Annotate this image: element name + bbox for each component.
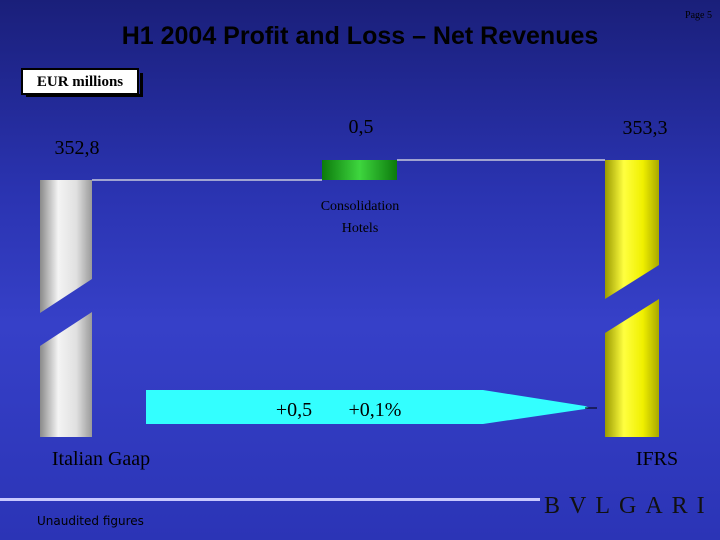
variation-percent-label: +0,1% [349,399,402,421]
bvlgari-logo: BVLGARI [544,493,714,519]
bar-italian-gaap-lower [40,312,92,437]
bar-ifrs-lower [605,299,659,437]
footer-note: Unaudited figures [37,514,144,528]
value-label-ifrs: 353,3 [623,117,668,139]
category-label-ifrs: IFRS [636,448,678,470]
footer-divider [0,498,540,501]
category-label-consolidation-line1: Consolidation [321,199,400,214]
slide-title: H1 2004 Profit and Loss – Net Revenues [121,22,599,50]
value-label-consolidation-hotels: 0,5 [349,116,374,138]
value-label-italian-gaap: 352,8 [55,137,100,159]
variation-absolute-label: +0,5 [276,399,312,421]
unit-label-box: EUR millions [21,68,143,97]
page-number: Page 5 [685,10,712,21]
category-label-italian-gaap: Italian Gaap [52,448,150,470]
bar-ifrs-upper [605,160,659,299]
category-label-consolidation-line2: Hotels [342,221,379,236]
bar-italian-gaap-upper [40,180,92,313]
bar-consolidation-hotels [322,160,397,180]
variation-arrow [146,390,590,424]
